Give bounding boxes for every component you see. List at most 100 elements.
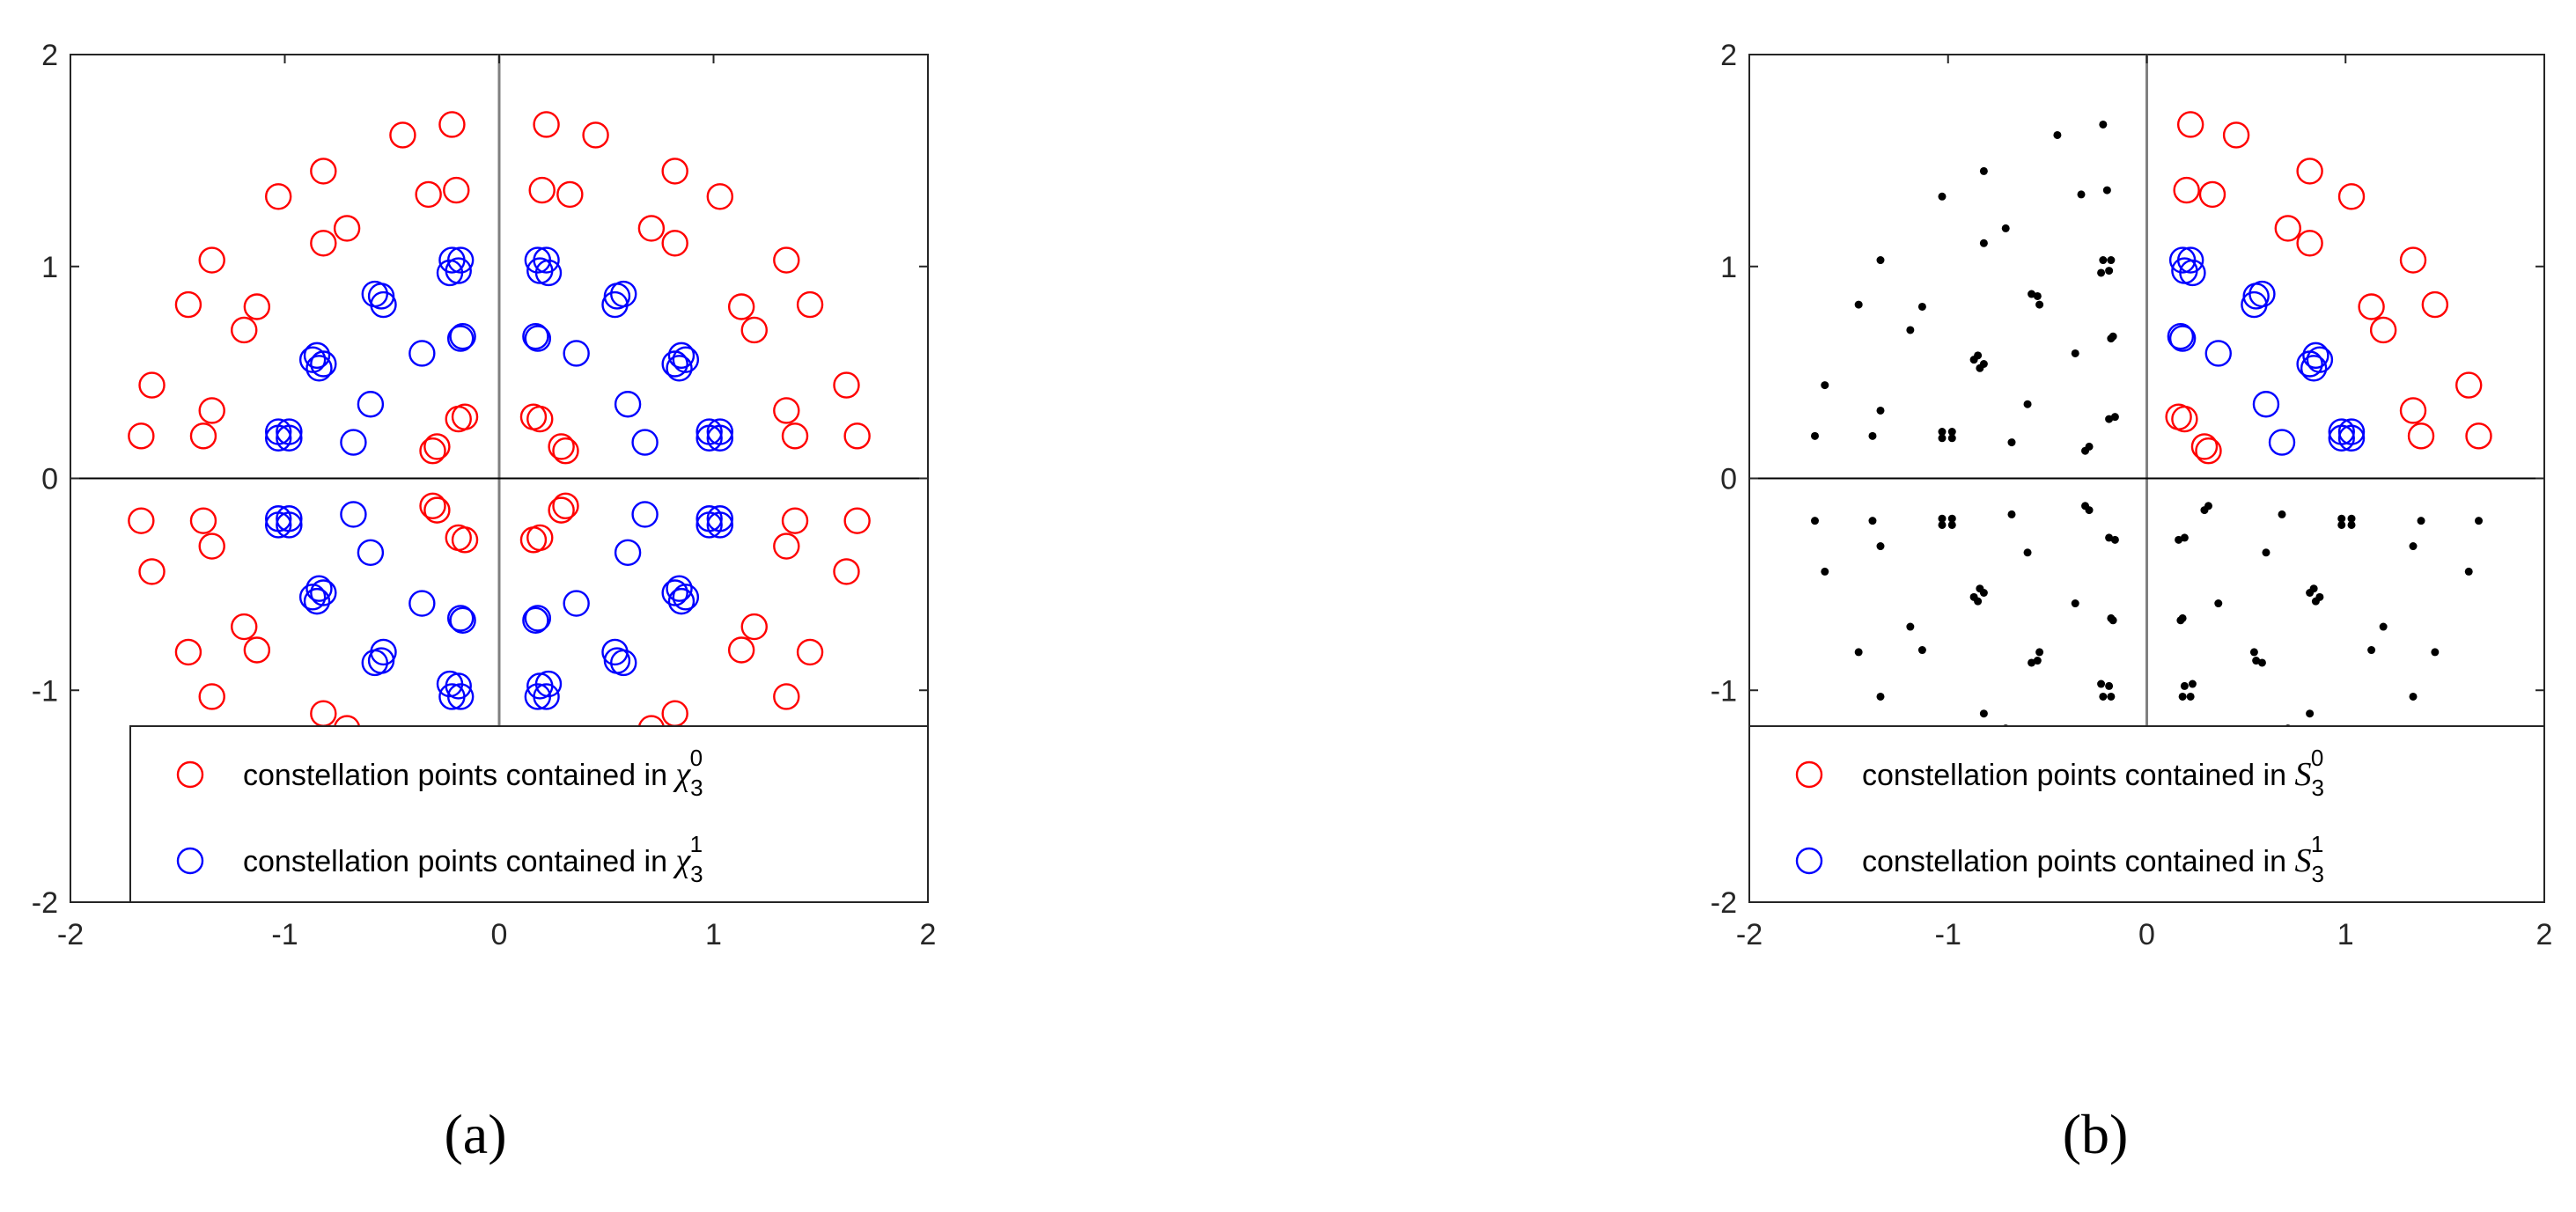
a-set1-point — [370, 638, 397, 666]
a-set1-point — [610, 649, 637, 677]
b-projection-dot — [1976, 584, 1984, 593]
a-set1-point — [361, 649, 388, 677]
b-legend: constellation points contained in S30con… — [1748, 725, 2545, 903]
a-set0-point — [443, 176, 470, 204]
a-set0-point — [533, 111, 560, 138]
b-projection-dot — [1947, 434, 1956, 443]
a-set1-point — [305, 575, 333, 602]
b-projection-dot — [2464, 567, 2473, 576]
b-projection-dot — [1876, 692, 1885, 701]
a-set0-point — [526, 524, 554, 552]
b-legend-symbol: S — [2294, 756, 2311, 793]
a-set1-point — [370, 290, 397, 319]
b-set0-point — [2173, 176, 2200, 204]
b-set1-point — [2204, 340, 2232, 367]
b-legend-subscript: 3 — [2311, 861, 2323, 887]
b-y-tick-label: -2 — [1711, 886, 1737, 920]
a-set0-point — [773, 683, 800, 710]
a-set0-point — [423, 433, 451, 460]
b-projection-dot — [2409, 542, 2418, 551]
a-set0-point — [231, 316, 258, 344]
a-set1-point — [610, 280, 637, 308]
b-set0-point — [2274, 215, 2301, 242]
a-set0-point — [727, 636, 755, 664]
a-set1-point — [614, 391, 642, 418]
a-set0-point — [389, 121, 416, 149]
b-projection-dot — [2178, 692, 2187, 701]
b-projection-dot — [1947, 514, 1956, 523]
b-set1-point — [2167, 322, 2195, 350]
b-projection-dot — [2204, 502, 2212, 511]
a-set0-point — [661, 230, 688, 257]
a-set1-point — [436, 670, 464, 698]
b-projection-dot — [1947, 520, 1956, 529]
b-projection-dot — [2107, 613, 2116, 622]
b-set1-point — [2300, 355, 2328, 382]
a-set1-point — [631, 501, 659, 528]
a-set1-point — [706, 424, 734, 452]
a-y-tick-label: 1 — [41, 251, 58, 284]
a-set0-point — [556, 180, 584, 209]
b-y-tick-label: 0 — [1720, 463, 1737, 496]
b-projection-dot — [1868, 431, 1877, 440]
a-set1-point — [264, 505, 292, 533]
a-set0-point — [548, 496, 575, 524]
b-projection-dot — [2081, 502, 2090, 511]
a-legend-symbol: χ — [672, 842, 691, 879]
a-set0-point — [796, 638, 824, 666]
b-projection-dot — [1938, 514, 1947, 523]
b-projection-dot — [2099, 692, 2108, 701]
b-legend-box — [1748, 725, 2545, 903]
a-set1-point — [449, 606, 476, 635]
b-projection-dot — [2099, 256, 2108, 265]
b-projection-dot — [2110, 535, 2119, 544]
b-projection-dot — [2252, 657, 2261, 665]
b-x-tick-label: -1 — [1935, 918, 1961, 951]
a-y-tick-label: -2 — [32, 886, 58, 920]
a-set1-point — [449, 322, 476, 350]
a-set0-point — [781, 507, 809, 534]
a-set1-point — [667, 587, 696, 615]
b-set0-point — [2296, 158, 2323, 185]
b-projection-dot — [2186, 692, 2195, 701]
a-set0-point — [548, 433, 575, 460]
a-set0-point — [231, 613, 258, 641]
b-projection-dot — [2081, 446, 2090, 455]
a-set1-point — [340, 429, 367, 456]
b-set0-point — [2407, 422, 2435, 450]
a-set0-point — [552, 492, 579, 519]
b-projection-dot — [2105, 415, 2114, 423]
b-projection-dot — [1979, 166, 1988, 175]
b-projection-dot — [2188, 679, 2197, 688]
b-projection-dot — [2033, 291, 2042, 300]
b-set1-point — [2179, 259, 2206, 287]
b-projection-dot — [2367, 646, 2376, 655]
a-set0-point — [445, 524, 472, 552]
a-set1-point — [667, 342, 696, 370]
b-projection-dot — [2214, 599, 2223, 608]
b-projection-dot — [1854, 648, 1863, 657]
a-set0-point — [128, 507, 155, 534]
a-set0-point — [189, 507, 217, 534]
b-projection-dot — [2033, 657, 2042, 665]
b-caption: (b) — [2063, 1103, 2129, 1165]
b-set1-point — [2268, 429, 2296, 456]
b-projection-dot — [2053, 130, 2062, 139]
a-set1-point — [264, 424, 292, 452]
a-legend: constellation points contained in χ30con… — [129, 725, 929, 903]
b-x-tick-label: 1 — [2337, 918, 2354, 951]
b-projection-dot — [1979, 239, 1988, 247]
b-set0-point — [2337, 183, 2366, 210]
a-set0-point — [174, 638, 202, 666]
b-projection-dot — [1854, 300, 1863, 309]
a-set1-point — [298, 584, 327, 611]
b-projection-dot — [2257, 658, 2266, 667]
a-legend-box — [129, 725, 929, 903]
a-set0-point — [419, 437, 446, 465]
b-set0-point — [2455, 371, 2483, 399]
b-projection-dot — [1821, 381, 1829, 390]
a-set0-point — [833, 558, 860, 585]
b-projection-dot — [2110, 413, 2119, 422]
b-projection-dot — [2028, 658, 2036, 667]
